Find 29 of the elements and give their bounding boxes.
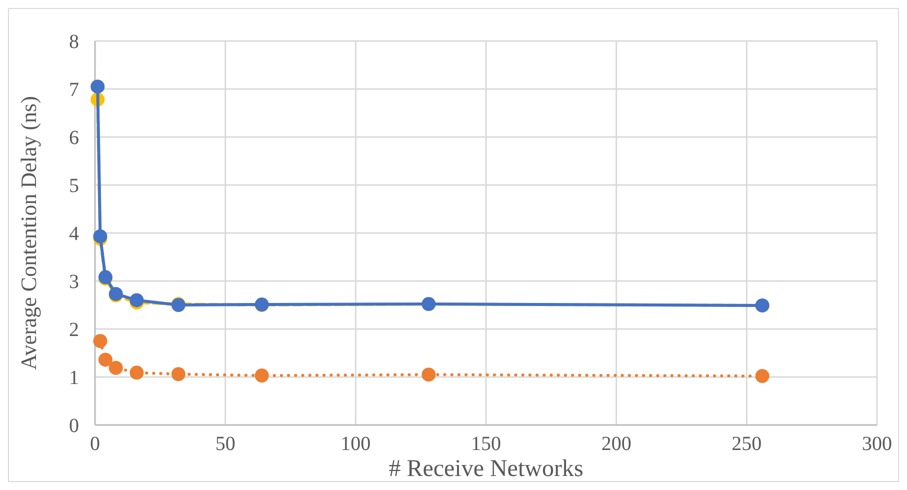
x-tick-label: 300: [862, 433, 892, 455]
y-tick-label: 3: [69, 271, 79, 293]
x-axis-title: # Receive Networks: [388, 456, 584, 482]
x-tick-label: 250: [732, 433, 762, 455]
x-tick-label: 150: [471, 433, 501, 455]
point: [98, 352, 112, 367]
y-tick-label: 4: [69, 223, 79, 245]
point: [93, 334, 108, 348]
y-tick-label: 8: [69, 31, 79, 53]
point: [755, 369, 770, 384]
y-axis-title: Average Contention Delay (ns): [16, 96, 41, 370]
x-tick-label: 100: [340, 433, 371, 455]
point: [171, 367, 186, 382]
y-tick-label: 0: [69, 415, 79, 437]
y-tick-label: 1: [69, 367, 79, 389]
x-tick-label: 200: [601, 433, 632, 455]
point: [130, 366, 144, 380]
y-tick-label: 5: [69, 175, 79, 197]
y-tick-label: 7: [69, 79, 79, 101]
point: [254, 368, 269, 383]
x-tick-label: 0: [90, 433, 100, 455]
point: [90, 80, 105, 94]
point: [108, 360, 123, 375]
x-tick-label: 50: [215, 433, 236, 455]
point: [422, 368, 436, 382]
y-tick-label: 6: [69, 127, 79, 149]
y-tick-label: 2: [69, 319, 79, 341]
point: [93, 229, 108, 244]
point: [130, 293, 144, 308]
